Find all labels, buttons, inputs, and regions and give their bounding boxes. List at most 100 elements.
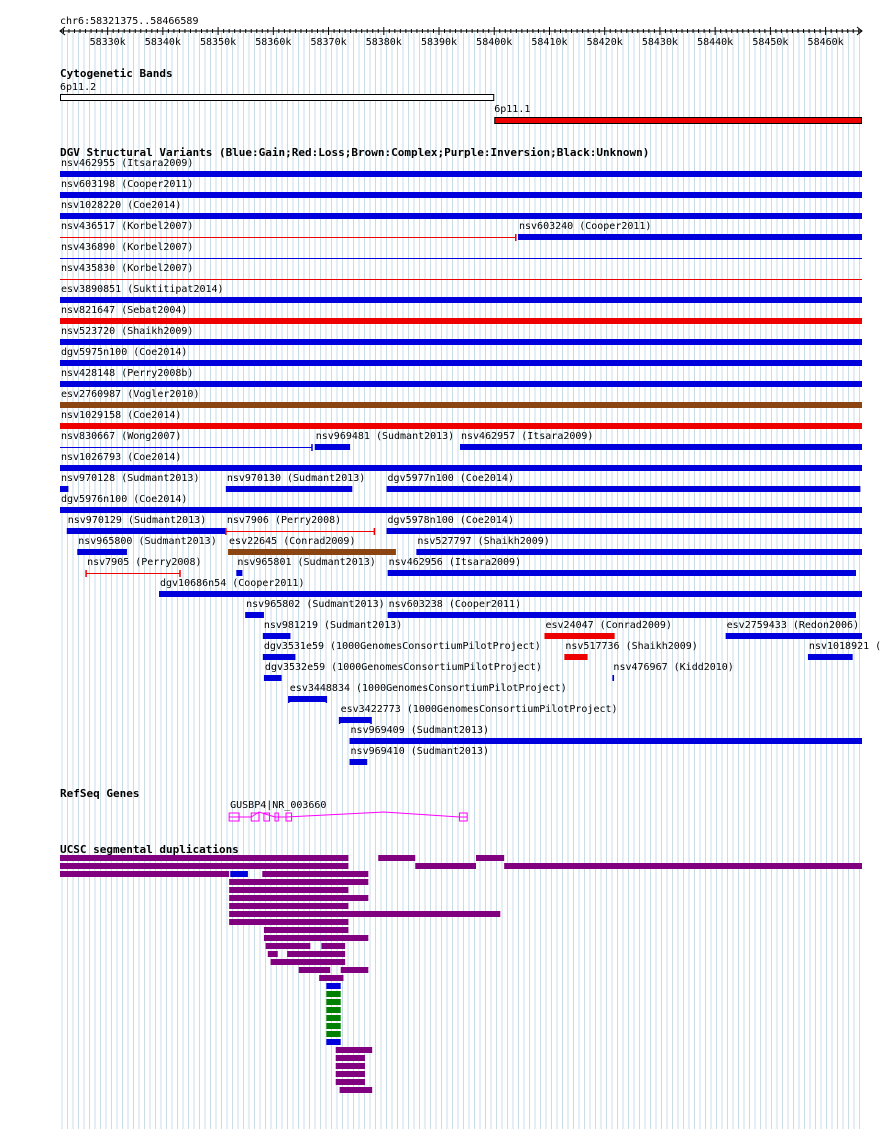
segdup-bar[interactable] xyxy=(60,855,349,861)
variant-bar[interactable] xyxy=(228,549,396,555)
variant-bar[interactable] xyxy=(612,675,615,681)
refseq-track[interactable]: GUSBP4|NR_003660 xyxy=(228,800,468,822)
cytoband-bar[interactable] xyxy=(494,117,862,124)
variant-bar[interactable] xyxy=(544,633,615,639)
gene-exon[interactable] xyxy=(250,812,260,822)
segdup-bar[interactable] xyxy=(319,975,344,981)
segdup-bar[interactable] xyxy=(298,967,331,973)
variant-bar[interactable] xyxy=(263,675,282,681)
variant-bar[interactable] xyxy=(386,528,862,534)
variant-bar[interactable] xyxy=(60,360,862,366)
gene-exon[interactable] xyxy=(458,812,468,822)
variant-bar[interactable] xyxy=(725,633,862,639)
segdup-bar[interactable] xyxy=(321,943,346,949)
segdup-bar[interactable] xyxy=(476,855,505,861)
variant-bar[interactable] xyxy=(517,234,862,240)
variant-bar[interactable] xyxy=(158,591,862,597)
variant-label: esv22645 (Conrad2009) xyxy=(229,536,355,547)
variant-bar[interactable] xyxy=(60,297,862,303)
segdup-bar[interactable] xyxy=(265,943,311,949)
variant-bar[interactable] xyxy=(60,318,862,324)
refseq-track-title: RefSeq Genes xyxy=(60,787,139,800)
cytoband-track[interactable]: 6p11.2 6p11.1 xyxy=(60,82,862,124)
variant-bar[interactable] xyxy=(60,381,862,387)
variant-bar[interactable] xyxy=(60,465,862,471)
gene-exon[interactable] xyxy=(274,812,279,822)
variant-bar[interactable] xyxy=(60,171,862,177)
variant-bar[interactable] xyxy=(60,486,69,492)
variant-label: dgv5977n100 (Coe2014) xyxy=(388,473,514,484)
segdup-bar[interactable] xyxy=(326,1031,341,1037)
variant-bar[interactable] xyxy=(60,507,862,513)
segdup-bar[interactable] xyxy=(326,983,341,989)
variant-bar[interactable] xyxy=(60,402,862,408)
segdup-bar[interactable] xyxy=(326,1007,341,1013)
variant-bar[interactable] xyxy=(386,486,861,492)
variant-bar[interactable] xyxy=(262,633,291,639)
gene-intron-line[interactable] xyxy=(229,811,468,818)
dgv-track[interactable]: nsv462955 (Itsara2009) nsv603198 (Cooper2… xyxy=(60,158,881,765)
segdup-bar[interactable] xyxy=(270,959,346,965)
gene-exon[interactable] xyxy=(228,812,240,822)
segdup-bar[interactable] xyxy=(229,911,501,917)
variant-bar[interactable] xyxy=(416,549,862,555)
variant-bar[interactable] xyxy=(262,654,296,660)
segdup-bar[interactable] xyxy=(335,1079,366,1085)
segdup-bar[interactable] xyxy=(504,863,862,869)
variant-bar[interactable] xyxy=(564,654,588,660)
segdup-bar[interactable] xyxy=(287,951,346,957)
gene-exon[interactable] xyxy=(263,812,270,822)
ruler-tick-label: 58420k xyxy=(587,37,623,48)
variant-bar[interactable] xyxy=(225,486,353,492)
variant-bar[interactable] xyxy=(245,612,264,618)
variant-bar[interactable] xyxy=(60,339,862,345)
segdup-bar[interactable] xyxy=(335,1047,373,1053)
variant-bar[interactable] xyxy=(77,549,127,555)
variant-bar[interactable] xyxy=(807,654,853,660)
segdup-bar[interactable] xyxy=(229,895,369,901)
segdup-bar[interactable] xyxy=(378,855,416,861)
segdup-track[interactable] xyxy=(60,855,862,1093)
segdup-bar[interactable] xyxy=(335,1055,366,1061)
cytoband-bar[interactable] xyxy=(60,94,495,101)
segdup-bar[interactable] xyxy=(229,903,349,909)
segdup-bar[interactable] xyxy=(60,863,349,869)
segdup-bar[interactable] xyxy=(263,935,369,941)
segdup-bar[interactable] xyxy=(229,919,349,925)
variant-label: nsv7905 (Perry2008) xyxy=(87,557,201,568)
variant-bar[interactable] xyxy=(387,612,856,618)
segdup-bar[interactable] xyxy=(326,999,341,1005)
segdup-bar[interactable] xyxy=(335,1071,366,1077)
segdup-bar[interactable] xyxy=(339,1087,373,1093)
segdup-bar[interactable] xyxy=(335,1063,366,1069)
segdup-bar[interactable] xyxy=(262,871,369,877)
coordinate-ruler[interactable]: 58330k 58340k 58350k 58360k 58370k 58380k 5839… xyxy=(59,26,863,48)
variant-bar[interactable] xyxy=(236,570,243,576)
variant-bar[interactable] xyxy=(349,738,862,744)
segdup-bar[interactable] xyxy=(326,1039,341,1045)
variant-bar[interactable] xyxy=(66,528,226,534)
segdup-bar[interactable] xyxy=(230,871,248,877)
variant-bar[interactable] xyxy=(314,444,351,450)
gene-exon[interactable] xyxy=(285,812,293,822)
segdup-bar[interactable] xyxy=(229,887,349,893)
segdup-bar[interactable] xyxy=(229,879,369,885)
segdup-bar[interactable] xyxy=(326,991,341,997)
ruler-left-arrow-icon[interactable] xyxy=(59,26,66,36)
variant-bar[interactable] xyxy=(459,444,862,450)
segdup-bar[interactable] xyxy=(263,927,349,933)
segdup-bar[interactable] xyxy=(326,1023,341,1029)
segdup-bar[interactable] xyxy=(326,1015,341,1021)
segdup-bar[interactable] xyxy=(415,863,477,869)
variant-bar[interactable] xyxy=(60,192,862,198)
variant-bar[interactable] xyxy=(387,570,856,576)
variant-bar[interactable] xyxy=(288,696,327,702)
ruler-right-arrow-icon[interactable] xyxy=(856,26,863,36)
variant-bar[interactable] xyxy=(349,759,368,765)
variant-bar[interactable] xyxy=(339,717,372,723)
segdup-bar[interactable] xyxy=(340,967,369,973)
segdup-bar[interactable] xyxy=(267,951,278,957)
segdup-bar[interactable] xyxy=(60,871,230,877)
variant-bar[interactable] xyxy=(60,213,862,219)
variant-bar[interactable] xyxy=(60,423,862,429)
